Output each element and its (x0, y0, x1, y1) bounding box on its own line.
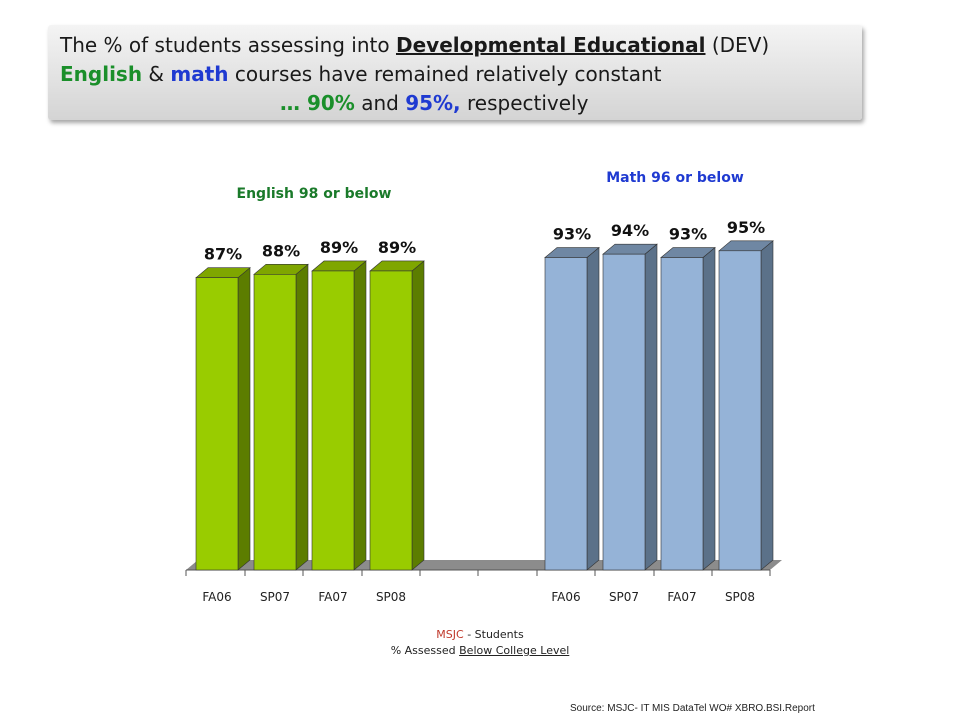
title-english: English (60, 62, 143, 86)
title-text: (DEV) (705, 33, 770, 57)
x-tick-label: SP07 (609, 590, 639, 604)
bar (544, 257, 588, 571)
source-note: Source: MSJC- IT MIS DataTel WO# XBRO.BS… (570, 703, 815, 714)
caption-emphasis: Below College Level (459, 644, 570, 657)
bar-side (295, 263, 309, 571)
title-emphasis: Developmental Educational (395, 33, 706, 57)
x-tick-label: SP08 (725, 590, 755, 604)
x-tick-label: FA07 (318, 590, 347, 604)
bar-value-label: 88% (262, 241, 300, 260)
bar (369, 270, 413, 571)
title-text: and (354, 91, 406, 115)
bar-value-label: 87% (204, 245, 242, 264)
bar-side (586, 246, 600, 571)
bar-value-label: 89% (320, 238, 358, 257)
title-text: & (142, 62, 171, 86)
title-english-pct: 90% (306, 91, 355, 115)
bar-value-label: 93% (669, 225, 707, 244)
bar-value-label: 95% (727, 218, 765, 237)
group-title: Math 96 or below (606, 170, 744, 186)
x-tick-label: SP08 (376, 590, 406, 604)
title-text: The % of students assessing into (60, 33, 396, 57)
bar-value-label: 94% (611, 221, 649, 240)
caption-text: % Assessed (390, 644, 460, 657)
bar-side (353, 260, 367, 571)
title-line-3: … 90% and 95%, respectively (280, 91, 588, 115)
bar (253, 274, 297, 571)
caption-line-2: % Assessed Below College Level (0, 644, 960, 657)
x-tick-label: FA06 (202, 590, 231, 604)
bar-side (644, 243, 658, 571)
bar (602, 253, 646, 571)
title-line-1: The % of students assessing into Develop… (60, 33, 769, 57)
x-tick-label: SP07 (260, 590, 290, 604)
x-tick-label: FA06 (551, 590, 580, 604)
title-line-2: English & math courses have remained rel… (60, 62, 662, 86)
bar-side (760, 240, 774, 571)
caption-line-1: MSJC - Students (0, 628, 960, 641)
bar-value-label: 93% (553, 225, 591, 244)
bar (195, 277, 239, 571)
x-tick-label: FA07 (667, 590, 696, 604)
caption-org: MSJC (436, 628, 464, 641)
title-math: math (170, 62, 229, 86)
bar-side (237, 267, 251, 571)
group-title: English 98 or below (237, 186, 392, 202)
title-text: … (280, 91, 307, 115)
bar (311, 270, 355, 571)
title-math-pct: 95%, (405, 91, 461, 115)
title-text: respectively (460, 91, 589, 115)
bar-side (702, 246, 716, 571)
bar-side (411, 260, 425, 571)
title-box: The % of students assessing into Develop… (48, 25, 862, 120)
bar-value-label: 89% (378, 238, 416, 257)
caption-text: - Students (463, 628, 524, 641)
bar (660, 257, 704, 571)
title-text: courses have remained relatively constan… (228, 62, 662, 86)
bar (718, 250, 762, 571)
